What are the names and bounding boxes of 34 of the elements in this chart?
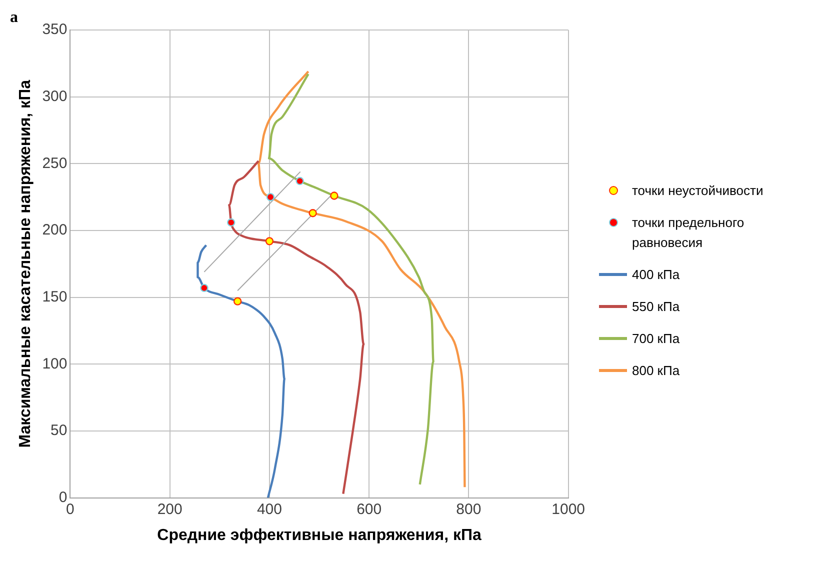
y-tick-label: 200 [42, 222, 68, 239]
line-series [257, 70, 466, 488]
legend-label: 700 кПа [631, 330, 680, 348]
x-tick-label: 400 [256, 500, 282, 518]
legend-label: 550 кПа [631, 298, 680, 316]
y-tick-label: 0 [58, 488, 68, 506]
legend-label: 800 кПа [631, 362, 680, 380]
y-tick-label: 50 [50, 422, 68, 440]
x-axis-title: Средние эффективные напряжения, кПа [157, 526, 482, 544]
text: а [10, 9, 18, 26]
legend-label: 400 кПа [631, 266, 680, 284]
point [233, 297, 242, 306]
x-tick-label: 1000 [552, 500, 586, 518]
y-tick-label: 150 [42, 288, 68, 306]
x-tick-label: 200 [157, 500, 182, 518]
y-tick-label: 100 [42, 355, 68, 372]
y-axis-title: Максимальные касательные напряжения, кПа [17, 80, 34, 448]
line-series [268, 73, 434, 486]
point [296, 176, 304, 186]
legend-label: точки неустойчивости [631, 182, 764, 200]
line-series [196, 244, 286, 498]
y-tick-label: 300 [42, 88, 68, 105]
point [227, 218, 236, 227]
point [266, 192, 275, 202]
point [330, 192, 338, 200]
x-tick-label: 600 [356, 500, 382, 518]
legend-label: точки предельного равновесия [631, 214, 746, 252]
point [200, 284, 208, 292]
y-tick-label: 350 [42, 21, 68, 38]
point [265, 237, 274, 246]
x-tick-label: 800 [456, 500, 482, 518]
point [308, 209, 317, 218]
y-tick-label: 250 [42, 154, 68, 172]
line-series [228, 160, 365, 495]
